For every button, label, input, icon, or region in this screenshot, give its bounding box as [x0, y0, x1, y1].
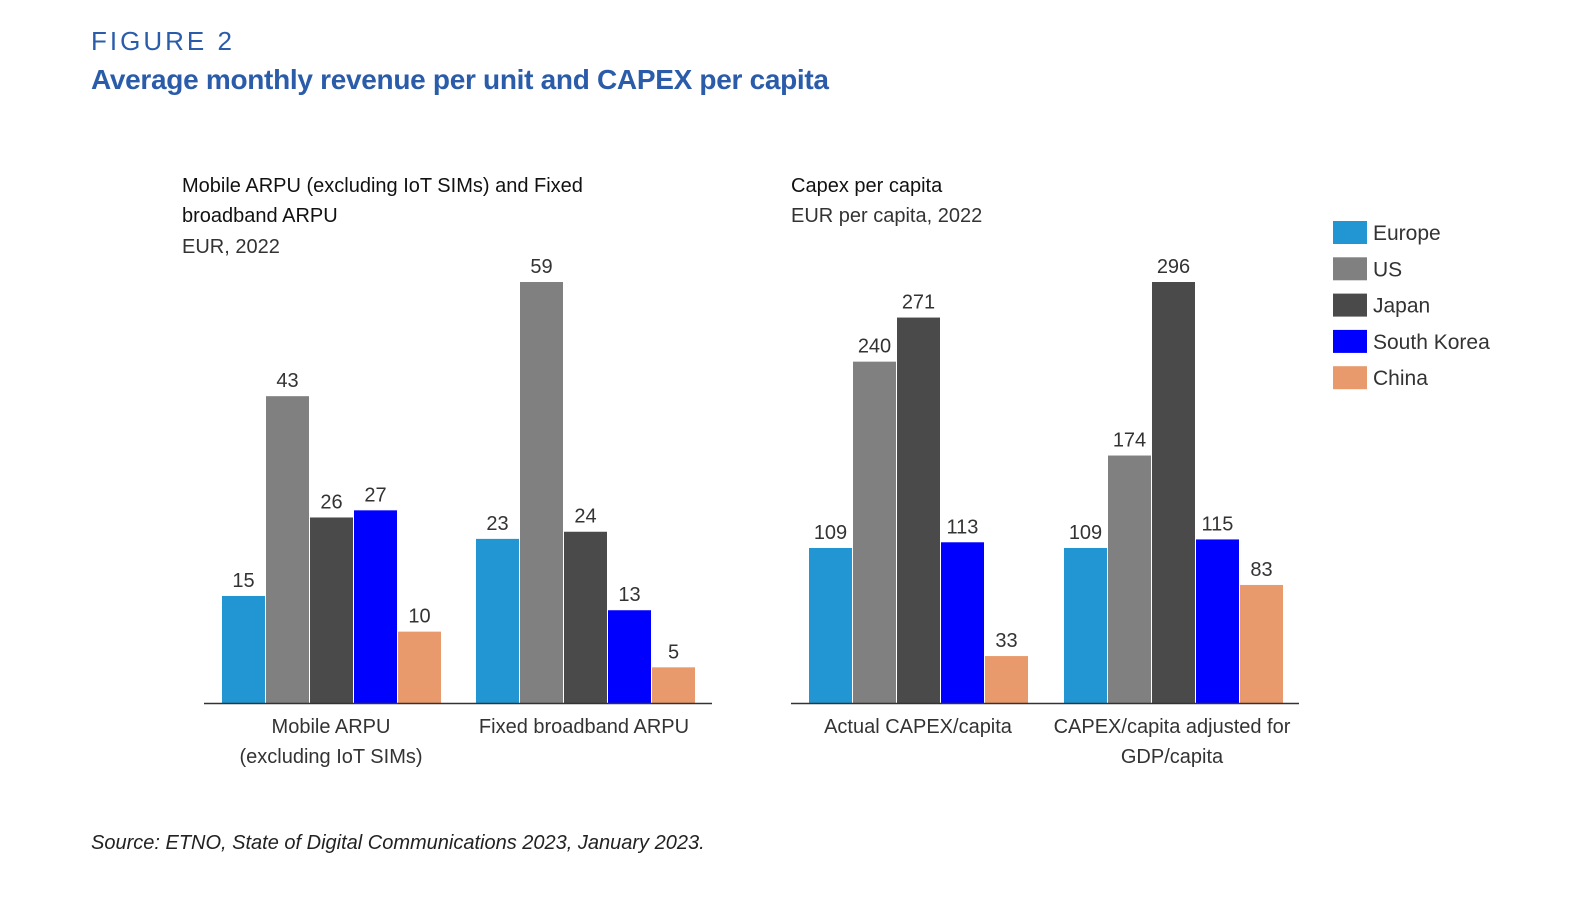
data-label: 240 — [858, 336, 891, 358]
legend-label: Europe — [1373, 222, 1441, 245]
bar-us — [266, 396, 309, 703]
data-label: 15 — [232, 570, 254, 592]
data-label: 83 — [1250, 559, 1272, 581]
bar-europe — [476, 538, 519, 703]
category-label: Mobile ARPU (excluding IoT SIMs) — [239, 716, 423, 768]
bar-us — [853, 361, 896, 703]
data-label: 23 — [486, 513, 508, 535]
legend-swatch — [1333, 366, 1367, 390]
legend-swatch — [1333, 257, 1367, 281]
legend-label: China — [1373, 367, 1428, 390]
bar-south-korea — [608, 610, 651, 703]
legend-label: South Korea — [1373, 331, 1490, 354]
bar-south-korea — [1196, 539, 1239, 703]
data-label: 59 — [530, 256, 552, 278]
data-label: 43 — [276, 370, 298, 392]
legend-swatch — [1333, 221, 1367, 244]
bar-china — [985, 656, 1028, 703]
bar-japan — [564, 531, 607, 703]
data-label: 10 — [408, 606, 430, 628]
figure-label: FIGURE 2 — [91, 26, 235, 56]
data-label: 33 — [995, 630, 1017, 652]
data-label: 113 — [947, 516, 979, 538]
bar-china — [1240, 584, 1283, 703]
data-label: 174 — [1113, 430, 1146, 452]
data-label: 24 — [574, 506, 596, 528]
data-label: 271 — [902, 292, 935, 314]
data-label: 26 — [320, 491, 342, 513]
data-label: 296 — [1157, 256, 1190, 278]
figure-title: Average monthly revenue per unit and CAP… — [91, 64, 829, 95]
bar-us — [1108, 455, 1151, 703]
data-label: 13 — [618, 584, 640, 606]
bar-japan — [310, 517, 353, 703]
legend-label: Japan — [1373, 295, 1430, 318]
bar-japan — [897, 317, 940, 703]
data-label: 109 — [814, 522, 847, 544]
bar-europe — [1064, 547, 1107, 703]
bar-us — [520, 282, 563, 703]
bar-south-korea — [941, 542, 984, 703]
data-label: 27 — [364, 484, 386, 506]
bar-china — [398, 631, 441, 703]
legend-swatch — [1333, 329, 1367, 353]
bar-europe — [809, 547, 852, 703]
right-panel-subtitle: EUR per capita, 2022 — [791, 205, 983, 227]
legend-swatch — [1333, 293, 1367, 317]
left-panel-title: Mobile ARPU (excluding IoT SIMs) and Fix… — [182, 175, 583, 227]
bar-europe — [222, 595, 265, 703]
bar-japan — [1152, 282, 1195, 703]
data-label: 115 — [1202, 513, 1234, 535]
left-panel-subtitle: EUR, 2022 — [182, 236, 280, 258]
bar-china — [652, 667, 695, 703]
data-label: 109 — [1069, 522, 1102, 544]
category-label: Actual CAPEX/capita — [824, 716, 1012, 738]
right-panel-title: Capex per capita — [791, 175, 943, 197]
category-label: CAPEX/capita adjusted for GDP/capita — [1053, 716, 1291, 768]
category-label: Fixed broadband ARPU — [478, 716, 690, 738]
source-note: Source: ETNO, State of Digital Communica… — [91, 832, 705, 854]
bar-south-korea — [354, 510, 397, 703]
data-label: 5 — [668, 641, 679, 663]
legend-label: US — [1373, 258, 1402, 281]
